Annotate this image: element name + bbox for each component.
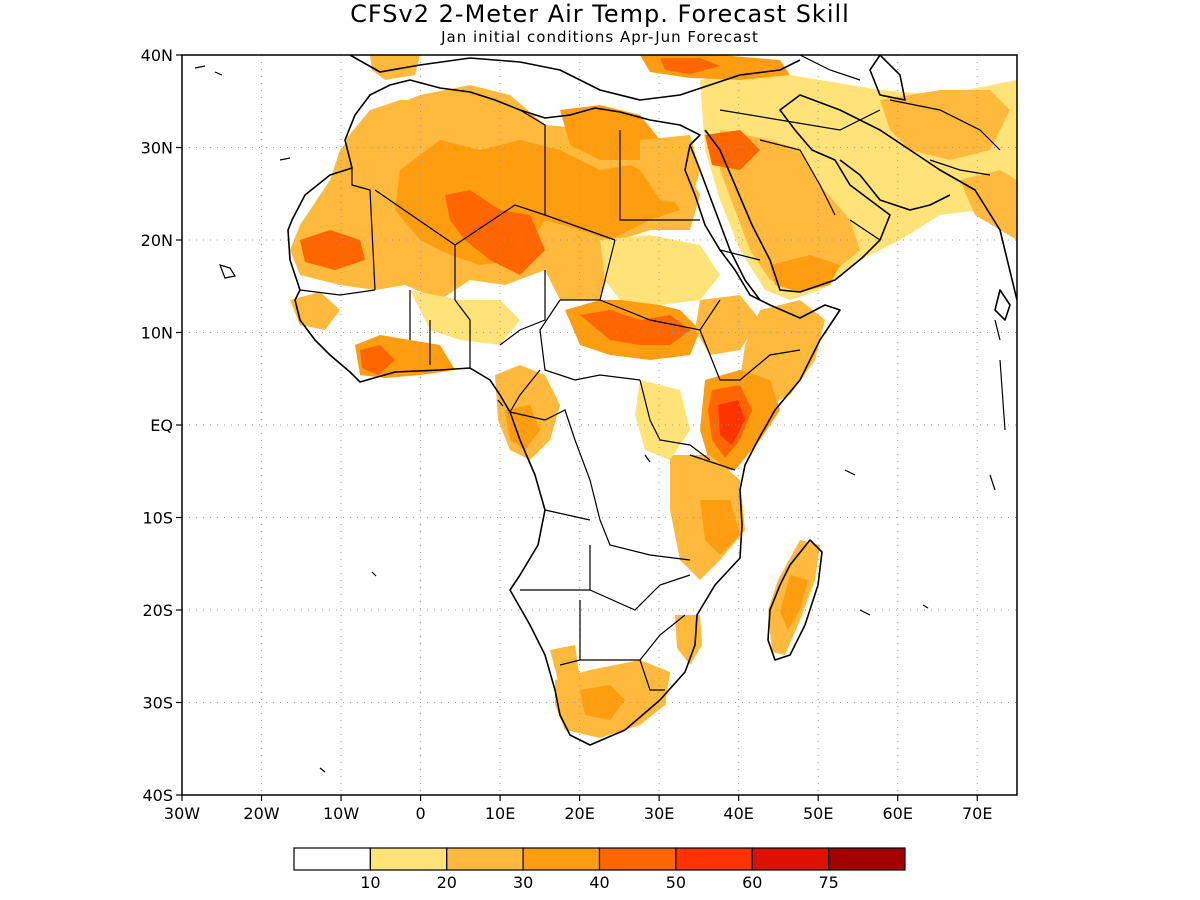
lon-tick-label: 30E <box>644 804 674 823</box>
shade-mauritania-40 <box>300 230 365 270</box>
color-legend: 10 20 30 40 50 60 75 <box>293 847 906 892</box>
sri-lanka-outline <box>994 289 1011 321</box>
lat-tick-label: 40S <box>142 786 173 805</box>
shade-sudan-10 <box>600 235 720 305</box>
lat-tick-label: 20S <box>142 601 173 620</box>
shade-greatlakes-10 <box>635 380 690 460</box>
lon-tick-label: 30W <box>164 804 200 823</box>
shade-arabia-20 <box>720 130 860 290</box>
arabia-coastline <box>704 94 1017 301</box>
coastline-outlines <box>287 55 1017 746</box>
lon-tick-label: 60E <box>882 804 912 823</box>
shade-sahara-40 <box>445 190 545 275</box>
legend-swatch <box>751 847 830 871</box>
country-borders <box>299 55 1001 691</box>
shade-libya-30 <box>560 105 660 160</box>
lon-tick-label: 70E <box>962 804 992 823</box>
skill-shading <box>290 55 1017 738</box>
shade-sahel-40 <box>580 310 690 345</box>
shade-india-20 <box>960 170 1017 240</box>
caspian-coast <box>869 55 906 101</box>
legend-swatch <box>828 847 906 871</box>
shade-senegal-20 <box>290 292 340 330</box>
lon-tick-label: 20W <box>243 804 279 823</box>
legend-label: 75 <box>818 873 838 892</box>
lon-tick-label: 50E <box>803 804 833 823</box>
legend-label: 60 <box>742 873 762 892</box>
madagascar-coastline <box>767 539 823 661</box>
mediterranean-north-coast <box>349 55 801 101</box>
shade-madagascar-30 <box>780 575 808 630</box>
shade-namibia-20 <box>550 645 580 688</box>
shade-spain-20 <box>370 55 420 80</box>
africa-coastline <box>287 79 841 746</box>
legend-label: 40 <box>589 873 609 892</box>
shade-yemen-30 <box>770 255 840 292</box>
shade-ethiopia-20 <box>695 295 760 355</box>
shade-iran-20 <box>880 90 1010 160</box>
legend-label: 10 <box>360 873 380 892</box>
legend-swatch <box>293 847 371 871</box>
shade-kenya-50 <box>718 400 745 445</box>
lat-tick-label: 20N <box>141 231 173 250</box>
map-title: CFSv2 2-Meter Air Temp. Forecast Skill <box>350 0 850 28</box>
legend-swatch <box>522 847 601 871</box>
persian-gulf-coast <box>839 159 951 211</box>
lat-tick-label: 30N <box>141 139 173 158</box>
map-gridlines <box>182 55 1017 795</box>
lat-tick-label: 40N <box>141 46 173 65</box>
legend-swatch <box>598 847 677 871</box>
legend-swatch <box>675 847 753 871</box>
lon-tick-label: 20E <box>564 804 594 823</box>
red-sea-west-coast <box>689 144 761 301</box>
lon-tick-label: 0 <box>415 804 425 823</box>
legend-swatch <box>369 847 448 871</box>
shade-guinea-40 <box>360 345 395 375</box>
legend-swatch <box>446 847 524 871</box>
legend-label: 30 <box>513 873 533 892</box>
lon-tick-label: 10E <box>485 804 515 823</box>
shade-turkey-40 <box>660 58 720 74</box>
shade-westafrica-10 <box>410 290 520 345</box>
map-subtitle: Jan initial conditions Apr-Jun Forecast <box>441 28 759 46</box>
legend-label: 50 <box>666 873 686 892</box>
shade-tanzania-30 <box>700 500 740 555</box>
lon-tick-label: 40E <box>723 804 753 823</box>
shade-egypt-20 <box>640 135 700 205</box>
longitude-labels: 30W 20W 10W 0 10E 20E 30E 40E 50E 60E 70E <box>164 795 992 823</box>
lat-tick-label: EQ <box>150 416 173 435</box>
lat-tick-label: 10N <box>141 324 173 343</box>
latitude-labels: 40N 30N 20N 10N EQ 10S 20S 30S 40S <box>141 46 182 805</box>
island-outlines <box>194 65 1006 773</box>
shade-levant-40 <box>705 130 760 170</box>
lon-tick-label: 10W <box>323 804 359 823</box>
legend-label: 20 <box>437 873 457 892</box>
shade-morocco-20 <box>345 100 430 150</box>
lat-tick-label: 30S <box>142 694 173 713</box>
lat-tick-label: 10S <box>142 509 173 528</box>
shade-mozambique-20 <box>675 615 702 665</box>
